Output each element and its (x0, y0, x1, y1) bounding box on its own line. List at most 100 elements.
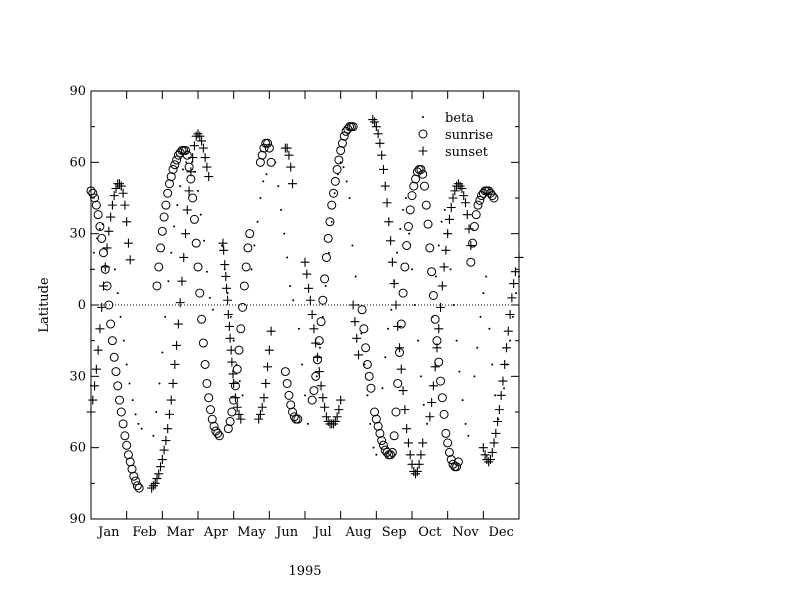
beta-point (461, 399, 464, 402)
sunrise-point (339, 131, 349, 141)
sunset-point (352, 333, 362, 343)
sunset-point (198, 143, 208, 153)
sunset-point (427, 397, 437, 407)
sunrise-point (195, 288, 205, 298)
sunrise-point (366, 383, 376, 393)
beta-point (161, 351, 164, 354)
sunrise-point (200, 359, 210, 369)
sunrise-point (320, 274, 330, 284)
sunrise-point (441, 428, 451, 438)
x-tick-label: Jun (274, 525, 299, 540)
x-tick-label: Dec (488, 525, 513, 540)
sunset-point (309, 324, 319, 334)
sunset-point (236, 414, 246, 424)
sunset-point (316, 381, 326, 391)
beta-point (262, 180, 265, 183)
sunrise-point (255, 157, 265, 167)
sunset-point (179, 252, 189, 262)
beta-point (372, 446, 375, 449)
beta-point (494, 394, 497, 397)
beta-point (137, 422, 140, 425)
sunset-point (498, 376, 508, 386)
sunset-point (218, 238, 228, 248)
sunset-point (416, 450, 426, 460)
sunrise-point (418, 169, 428, 179)
sunrise-point (453, 457, 463, 467)
sunrise-point (205, 405, 215, 415)
beta-point (467, 434, 470, 437)
beta-point (381, 387, 384, 390)
beta-point (211, 308, 214, 311)
sunset-point (254, 414, 264, 424)
sunrise-point (106, 319, 116, 329)
beta-point (479, 315, 482, 318)
sunset-point (493, 417, 503, 427)
sunrise-point (209, 421, 219, 431)
sunrise-point (134, 483, 144, 493)
sunrise-point (321, 252, 331, 262)
sunrise-point (471, 210, 481, 220)
sunset-point (500, 359, 510, 369)
sunrise-point (161, 200, 171, 210)
sunset-point (430, 362, 440, 372)
series-sunrise (86, 122, 499, 493)
sunrise-point (188, 193, 198, 203)
sunset-point (436, 302, 446, 312)
beta-point (119, 315, 122, 318)
sunset-point (370, 117, 380, 127)
sunset-point (437, 281, 447, 291)
beta-point (363, 363, 366, 366)
beta-point (425, 422, 428, 425)
sunrise-point (327, 200, 337, 210)
beta-point (140, 427, 143, 430)
beta-point (345, 180, 348, 183)
sunrise-point (416, 164, 426, 174)
sunrise-point (436, 376, 446, 386)
sunrise-point (362, 359, 372, 369)
beta-point (342, 166, 345, 169)
beta-point (473, 375, 476, 378)
sunset-point (502, 343, 512, 353)
sunrise-point (97, 233, 107, 243)
sunrise-point (452, 462, 462, 472)
sunrise-point (225, 417, 235, 427)
sunrise-point (157, 226, 167, 236)
x-tick-label: Mar (167, 525, 195, 540)
sunset-point (418, 438, 428, 448)
sunset-point (163, 424, 173, 434)
sunset-point (222, 283, 232, 293)
sunset-point (312, 352, 322, 362)
beta-point (434, 275, 437, 278)
sunset-point (91, 364, 101, 374)
beta-point (205, 270, 208, 273)
sunrise-point (409, 181, 419, 191)
sunset-point (318, 393, 328, 403)
beta-point (197, 189, 199, 192)
sunset-point (336, 395, 346, 405)
sunset-point (189, 141, 199, 151)
beta-point (318, 346, 321, 349)
sunset-point (402, 424, 412, 434)
sunset-point (411, 469, 421, 479)
sunset-point (321, 412, 331, 422)
sunset-point (489, 438, 499, 448)
legend: beta sunrise sunset (418, 111, 493, 160)
sunrise-point (487, 191, 497, 201)
sunrise-point (227, 407, 237, 417)
sunrise-point (475, 195, 485, 205)
sunrise-point (239, 281, 249, 291)
x-tick-label: May (237, 525, 266, 540)
y-tick-label: 90 (69, 84, 86, 99)
beta-point (283, 232, 286, 235)
sunrise-point (425, 243, 435, 253)
sunset-point (443, 229, 453, 239)
sunrise-point (398, 288, 408, 298)
sunset-point (380, 181, 390, 191)
sunrise-point (152, 281, 162, 291)
sunset-point (229, 378, 239, 388)
sunrise-point (428, 290, 438, 300)
sunrise-point (120, 431, 130, 441)
sunset-point (150, 478, 160, 488)
beta-point (301, 363, 304, 366)
sunset-point (300, 257, 310, 267)
